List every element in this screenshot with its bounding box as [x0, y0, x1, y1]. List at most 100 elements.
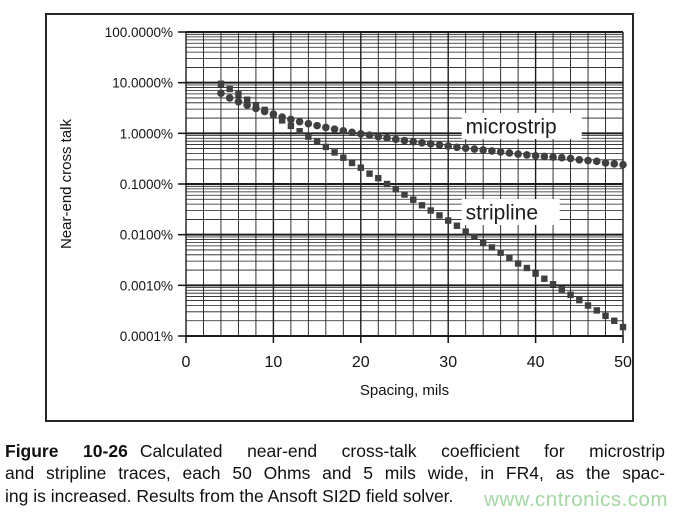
stripline-data-point — [296, 128, 303, 135]
stripline-data-point — [226, 85, 233, 93]
y-tick-label: 0.1000% — [120, 177, 173, 192]
y-tick-label: 1.0000% — [120, 126, 173, 141]
stripline-data-point — [410, 196, 417, 203]
stripline-data-point — [584, 302, 592, 309]
microstrip-data-point — [566, 154, 575, 163]
microstrip-data-point — [540, 152, 549, 161]
x-tick-label: 0 — [182, 354, 191, 371]
microstrip-data-point — [400, 136, 409, 145]
y-tick-label: 0.0010% — [120, 278, 173, 293]
stripline-data-point — [252, 101, 260, 109]
microstrip-data-point — [584, 156, 592, 165]
microstrip-data-point — [313, 121, 321, 130]
stripline-data-point — [392, 185, 399, 193]
microstrip-data-point — [592, 157, 601, 166]
watermark-text: www.cntronics.com — [484, 488, 668, 511]
y-tick-label: 10.0000% — [112, 76, 173, 91]
microstrip-data-point — [453, 143, 461, 152]
stripline-data-point — [436, 212, 443, 219]
stripline-data-point — [541, 275, 548, 282]
caption-line1-text: Calculated near-end cross-talk coefficie… — [139, 441, 665, 461]
series-label-microstrip: microstrip — [466, 115, 557, 138]
microstrip-data-point — [304, 119, 313, 128]
microstrip-data-point — [496, 148, 505, 156]
microstrip-data-point — [601, 159, 610, 167]
microstrip-data-point — [426, 140, 435, 148]
caption-line-3: ing is increased. Results from the Ansof… — [5, 485, 454, 506]
microstrip-data-point — [444, 142, 453, 150]
y-tick-label: 0.0100% — [120, 228, 173, 243]
stripline-data-point — [445, 217, 452, 224]
microstrip-data-point — [435, 141, 444, 149]
stripline-data-point — [313, 138, 321, 146]
stripline-data-point — [322, 143, 330, 151]
caption-figure-label: Figure 10-26 — [5, 441, 128, 461]
microstrip-data-point — [225, 94, 234, 102]
microstrip-data-point — [348, 128, 356, 137]
microstrip-data-point — [339, 127, 348, 135]
stripline-data-point — [506, 254, 513, 261]
microstrip-data-point — [217, 89, 225, 97]
microstrip-data-point — [409, 138, 418, 146]
microstrip-data-point — [461, 144, 470, 152]
caption-line-1: Figure 10-26 Calculated near-end cross-ta… — [5, 440, 665, 462]
microstrip-data-point — [479, 146, 487, 154]
microstrip-data-point — [287, 115, 295, 124]
microstrip-data-point — [558, 153, 566, 162]
microstrip-data-point — [295, 117, 304, 126]
stripline-data-point — [453, 222, 461, 229]
stripline-data-point — [576, 296, 583, 304]
figure-caption: Figure 10-26 Calculated near-end cross-ta… — [5, 440, 665, 507]
caption-line-2: and stripline traces, each 50 Ohms and 5… — [5, 463, 665, 484]
x-tick-label: 40 — [527, 354, 545, 371]
stripline-data-point — [471, 233, 478, 240]
stripline-data-point — [611, 317, 618, 324]
x-tick-label: 30 — [439, 354, 457, 371]
stripline-data-point — [261, 106, 268, 114]
stripline-data-point — [243, 96, 251, 103]
stripline-data-point — [427, 207, 434, 214]
stripline-data-point — [331, 149, 338, 156]
microstrip-data-point — [575, 156, 584, 164]
stripline-data-point — [549, 281, 557, 288]
x-tick-label: 10 — [265, 354, 283, 371]
microstrip-data-point — [488, 147, 496, 155]
stripline-data-point — [532, 270, 539, 277]
stripline-data-point — [366, 170, 373, 177]
microstrip-data-point — [391, 135, 400, 144]
stripline-data-point — [602, 312, 609, 320]
stripline-data-point — [217, 80, 225, 87]
microstrip-data-point — [505, 149, 514, 157]
stripline-data-point — [348, 159, 356, 167]
stripline-data-point — [619, 323, 627, 331]
microstrip-data-point — [418, 139, 426, 147]
crosstalk-chart: 0 10 20 30 40 50 100.0000% 10.0000% 1.0000% 0.100… — [58, 25, 632, 399]
stripline-data-point — [383, 180, 391, 188]
microstrip-data-point — [374, 132, 383, 141]
stripline-data-point — [567, 291, 574, 299]
y-tick-label: 100.0000% — [105, 25, 173, 40]
y-tick-label: 0.0001% — [120, 329, 173, 344]
microstrip-data-point — [357, 129, 365, 138]
stripline-data-point — [235, 91, 242, 98]
stripline-data-point — [488, 244, 496, 251]
microstrip-data-point — [383, 134, 391, 142]
microstrip-data-point — [322, 123, 330, 132]
microstrip-data-point — [523, 151, 531, 159]
stripline-data-point — [357, 164, 364, 171]
microstrip-data-point — [531, 152, 540, 160]
microstrip-data-point — [619, 160, 627, 169]
series-label-bg-microstrip — [461, 112, 582, 139]
stripline-data-point — [497, 249, 504, 256]
stripline-data-point — [523, 264, 531, 272]
stripline-data-point — [593, 307, 600, 314]
stripline-data-point — [375, 175, 382, 182]
series-label-bg-stripline — [461, 199, 560, 226]
x-axis-title: Spacing, mils — [360, 382, 449, 399]
stripline-data-point — [340, 154, 347, 161]
stripline-data-point — [270, 111, 277, 119]
stripline-data-point — [558, 286, 566, 293]
stripline-data-point — [305, 133, 312, 140]
stripline-data-point — [418, 202, 426, 209]
microstrip-data-point — [514, 150, 522, 158]
